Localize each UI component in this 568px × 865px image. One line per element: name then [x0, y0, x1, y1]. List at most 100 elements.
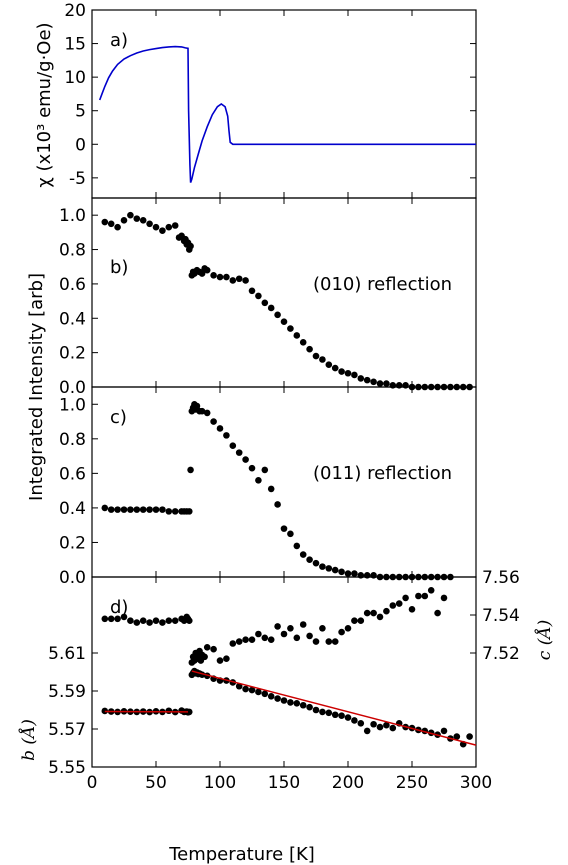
y-tick-label: 10: [64, 68, 86, 88]
c-lattice-point: [319, 625, 326, 632]
b-lattice-point: [351, 717, 358, 724]
y-tick-label: 20: [64, 1, 86, 21]
b-lattice-point: [185, 708, 193, 716]
intensity-point: [107, 220, 115, 228]
c-lattice-point: [338, 628, 345, 636]
panel-tag-d: d): [110, 597, 128, 618]
intensity-point: [133, 215, 141, 222]
intensity-point: [331, 364, 339, 372]
c-lattice-point: [159, 619, 166, 626]
b-lattice-point: [357, 720, 365, 727]
intensity-point: [114, 223, 121, 231]
intensity-point: [223, 432, 230, 439]
c-lattice-point: [152, 617, 160, 624]
intensity-point: [287, 325, 294, 332]
b-lattice-point: [344, 714, 352, 721]
intensity-point: [139, 217, 147, 224]
b-lattice-point: [363, 727, 371, 735]
c-lattice-point: [376, 613, 384, 621]
intensity-point: [370, 378, 377, 386]
c-lattice-point: [344, 625, 352, 632]
b-lattice-point: [267, 693, 275, 700]
intensity-point: [344, 369, 352, 377]
y-tick-label: 5.61: [48, 644, 86, 664]
c-lattice-point: [165, 617, 173, 624]
b-lattice-point: [242, 685, 249, 693]
b-lattice-point: [248, 686, 256, 694]
intensity-point: [165, 223, 173, 231]
b-lattice-point: [453, 733, 461, 740]
y-tick-label: 0.8: [59, 241, 86, 261]
c-lattice-point: [248, 636, 256, 643]
c-lattice-point: [408, 606, 416, 613]
c-lattice-point: [421, 592, 429, 600]
intensity-point: [280, 525, 288, 532]
c-lattice-point: [383, 607, 390, 615]
y-tick-label: 0: [75, 135, 86, 155]
b-lattice-point: [319, 708, 326, 716]
plot-frame: [91, 576, 477, 768]
b-lattice-point: [306, 703, 313, 711]
intensity-point: [344, 570, 352, 577]
intensity-point: [139, 506, 147, 513]
intensity-point: [293, 332, 301, 339]
intensity-point: [325, 565, 333, 572]
panel-d-lattice-parameters: 0 50 100 150 200 250 300 5.55 5.57 5.59 5.61 7.52 7.…: [48, 568, 520, 793]
b-lattice-point: [383, 721, 390, 729]
c-lattice-point: [171, 617, 179, 624]
c-lattice-point: [114, 615, 121, 623]
intensity-point: [306, 556, 313, 564]
b-lattice-point: [274, 695, 281, 702]
b-lattice-point: [338, 712, 345, 719]
x-tick-label: 200: [332, 773, 364, 793]
c-lattice-point: [107, 615, 115, 623]
intensity-point: [376, 380, 384, 387]
c-lattice-point: [201, 653, 208, 661]
intensity-point: [293, 542, 301, 550]
b-lattice-point: [370, 720, 377, 728]
b-lattice-point: [389, 724, 397, 732]
intensity-point: [312, 352, 320, 360]
b-lattice-point: [325, 709, 333, 717]
c-lattice-point: [440, 594, 448, 602]
y-tick-label: 15: [64, 35, 86, 55]
y-tick-label: 0.0: [59, 378, 86, 398]
intensity-point: [235, 449, 243, 456]
intensity-point: [146, 220, 153, 228]
intensity-point: [248, 464, 256, 472]
b-lattice-point: [312, 706, 320, 714]
intensity-point: [120, 217, 128, 224]
intensity-point: [267, 485, 275, 493]
y-tick-label: 0.0: [59, 568, 86, 588]
panel-tag-a: a): [110, 30, 128, 51]
y-tick-label: 0.6: [59, 275, 86, 295]
y-tick-label: 0.4: [59, 309, 86, 329]
c-lattice-point: [223, 655, 230, 662]
intensity-point: [331, 566, 339, 574]
plot-frame: [91, 9, 477, 199]
intensity-point: [306, 345, 313, 353]
c-lattice-point: [216, 657, 224, 664]
c-lattice-point: [280, 630, 288, 638]
c-lattice-point: [434, 609, 441, 617]
panel-a-ylabel: χ (x10³ emu/g·Oe): [34, 22, 55, 187]
c-lattice-point: [331, 638, 339, 645]
intensity-point: [187, 242, 194, 250]
y-tick-label: 5: [75, 102, 86, 122]
c-lattice-point: [370, 609, 377, 617]
intensity-point: [312, 559, 320, 567]
c-lattice-point: [139, 617, 147, 624]
c-lattice-point: [203, 644, 211, 651]
intensity-point: [107, 506, 115, 513]
intensity-point: [255, 292, 262, 300]
intensity-point: [171, 508, 179, 515]
intensity-point: [120, 506, 128, 513]
intensity-point: [338, 568, 345, 576]
intensity-point: [210, 418, 217, 425]
temperature-xlabel: Temperature [K]: [168, 844, 315, 865]
intensity-point: [185, 508, 193, 515]
intensity-point: [235, 275, 243, 283]
y-tick-label: 0.8: [59, 430, 86, 450]
b-lattice-point: [293, 700, 301, 707]
b-lattice-point: [376, 723, 384, 731]
